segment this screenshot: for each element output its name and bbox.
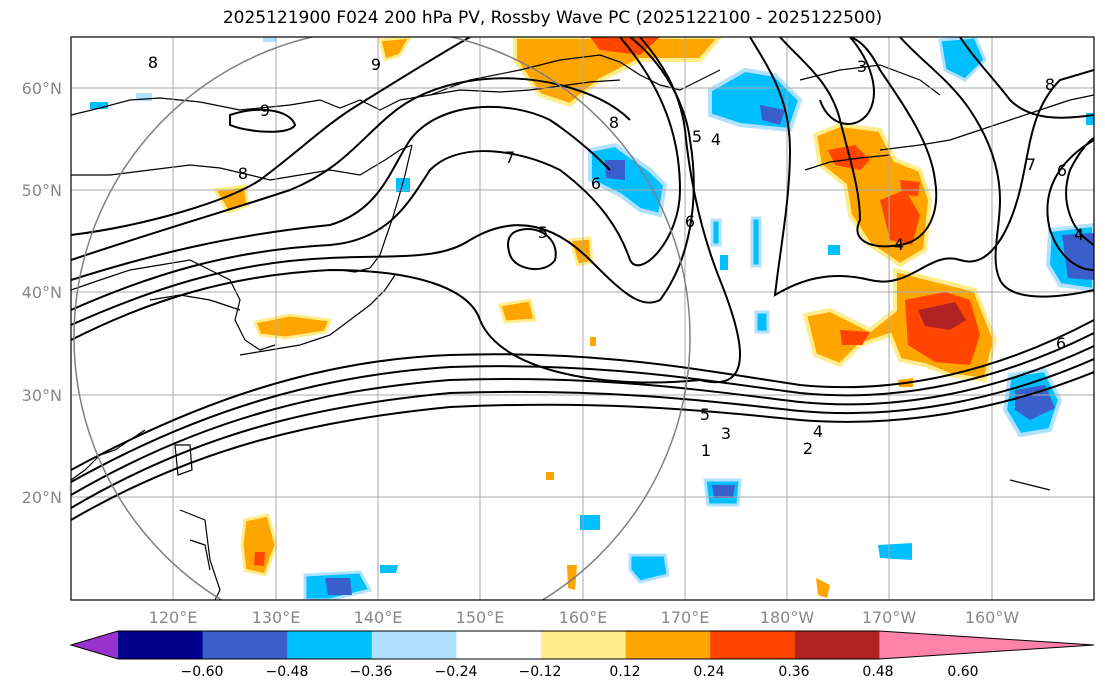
colorbar-tick-label: 0.48 xyxy=(862,664,893,680)
contour-label: 7 xyxy=(1026,155,1036,174)
longitude-tick-label: 150°E xyxy=(456,608,505,627)
contour-label: 8 xyxy=(1045,75,1055,94)
contour-label: 6 xyxy=(1056,334,1066,353)
contour-label: 4 xyxy=(711,130,721,149)
contour-label: 6 xyxy=(1057,161,1067,180)
colorbar-tick-label: 0.24 xyxy=(693,664,724,680)
contour-label: 7 xyxy=(505,148,515,167)
pv-contours xyxy=(71,37,1094,521)
colorbar xyxy=(69,630,1095,660)
longitude-tick-label: 160°E xyxy=(559,608,608,627)
colorbar-tick-label: −0.48 xyxy=(266,664,309,680)
contour-label: 8 xyxy=(238,164,248,183)
colorbar-segment xyxy=(287,631,373,659)
colorbar-tick-label: −0.60 xyxy=(181,664,224,680)
colorbar-tick-label: −0.24 xyxy=(435,664,478,680)
colorbar-segment xyxy=(371,631,457,659)
contour-label-group: 8 9 9 8 7 5 6 6 5 4 4 5 3 4 1 2 6 7 6 8 … xyxy=(148,53,1084,460)
longitude-tick-label: 140°E xyxy=(354,608,403,627)
latitude-tick-label: 20°N xyxy=(22,488,62,507)
contour-label: 4 xyxy=(813,422,823,441)
longitude-tick-label: 130°E xyxy=(252,608,301,627)
colorbar-segment xyxy=(118,631,204,659)
contour-label: 3 xyxy=(857,57,867,76)
contour-label: 6 xyxy=(685,212,695,231)
latitude-axis: 60°N 50°N 40°N 30°N 20°N xyxy=(22,79,62,507)
colorbar-segment xyxy=(710,631,796,659)
colorbar-outline xyxy=(69,630,1095,660)
contour-label: 5 xyxy=(538,223,548,242)
colorbar-extend-low xyxy=(71,631,118,659)
contour-label: 9 xyxy=(371,55,381,74)
colorbar-tick-label: 0.60 xyxy=(947,664,978,680)
colorbar-tick-label: −0.12 xyxy=(519,664,562,680)
contour-label: 5 xyxy=(692,127,702,146)
colorbar-segment xyxy=(456,631,542,659)
map-border xyxy=(70,36,1095,601)
contour-label: 5 xyxy=(700,405,710,424)
colorbar-tick-label: 0.12 xyxy=(609,664,640,680)
colorbar-extend-high xyxy=(879,631,1094,659)
colorbar-tick-label: −0.36 xyxy=(350,664,393,680)
longitude-tick-label: 160°W xyxy=(965,608,1020,627)
longitude-tick-label: 180°W xyxy=(760,608,815,627)
longitude-tick-label: 170°W xyxy=(862,608,917,627)
longitude-axis: 120°E 130°E 140°E 150°E 160°E 170°E 180°… xyxy=(149,608,1020,627)
colorbar-segment xyxy=(794,631,880,659)
contour-label: 8 xyxy=(609,113,619,132)
contour-label: 3 xyxy=(721,424,731,443)
longitude-tick-label: 120°E xyxy=(149,608,198,627)
latitude-tick-label: 60°N xyxy=(22,79,62,98)
longitude-tick-label: 170°E xyxy=(661,608,710,627)
contour-label: 8 xyxy=(148,53,158,72)
latitude-tick-label: 40°N xyxy=(22,283,62,302)
colorbar-segment xyxy=(202,631,288,659)
shaded-anomaly-layer xyxy=(90,37,1094,600)
contour-label: 1 xyxy=(701,441,711,460)
colorbar-labels: −0.60 −0.48 −0.36 −0.24 −0.12 0.12 0.24 … xyxy=(181,664,979,680)
contour-label: 9 xyxy=(260,101,270,120)
latitude-tick-label: 30°N xyxy=(22,386,62,405)
colorbar-tick-label: 0.36 xyxy=(778,664,809,680)
map-title: 2025121900 F024 200 hPa PV, Rossby Wave … xyxy=(222,8,883,28)
contour-label: 6 xyxy=(591,174,601,193)
colorbar-segment xyxy=(625,631,711,659)
range-circle xyxy=(73,37,691,600)
colorbar-segment xyxy=(541,631,627,659)
contour-label: 2 xyxy=(803,439,813,458)
contour-label: 4 xyxy=(1074,225,1084,244)
latitude-tick-label: 50°N xyxy=(22,181,62,200)
contour-label: 4 xyxy=(894,235,904,254)
